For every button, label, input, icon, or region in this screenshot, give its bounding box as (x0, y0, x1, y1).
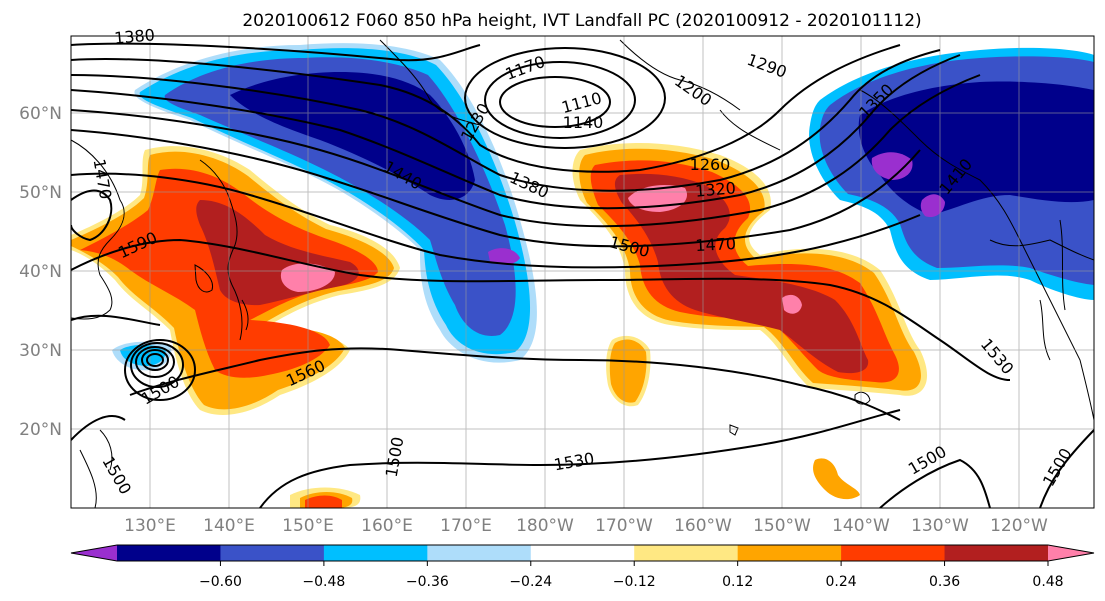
colorbar-cell (530, 545, 635, 561)
lon-label-120w: 120°W (990, 516, 1048, 536)
colorbar-cell (841, 545, 946, 561)
lon-label-170w: 170°W (595, 516, 653, 536)
colorbar-cell (117, 545, 221, 561)
colorbar-tick-label: 0.48 (1032, 574, 1063, 590)
lon-label-150w: 150°W (753, 516, 811, 536)
lat-label-50n: 50°N (19, 183, 62, 203)
lon-label-170e: 170°E (440, 516, 492, 536)
colorbar-tick-label: −0.24 (509, 574, 552, 590)
height-contours (71, 42, 1094, 508)
lon-label-140e: 140°E (203, 516, 255, 536)
latitude-labels: 60°N 50°N 40°N 30°N 20°N (19, 104, 62, 440)
colorbar-cell (323, 545, 428, 561)
colorbar-cells (117, 545, 1049, 561)
lat-label-60n: 60°N (19, 104, 62, 124)
colorbar-tick-label: −0.36 (406, 574, 449, 590)
contour-label: 1140 (563, 113, 604, 132)
figure-title: 2020100612 F060 850 hPa height, IVT Land… (242, 11, 921, 31)
colorbar-tick-label: 0.24 (826, 574, 857, 590)
map-frame (70, 35, 1095, 509)
colorbar-outline (70, 544, 1095, 562)
contour-label: 1260 (690, 155, 731, 174)
lon-label-160w: 160°W (674, 516, 732, 536)
longitude-labels: 130°E 140°E 150°E 160°E 170°E 180°W 170°… (124, 516, 1048, 536)
map-area (71, 36, 1094, 508)
colorbar-extend-low (71, 545, 117, 561)
lon-label-130w: 130°W (911, 516, 969, 536)
lat-label-20n: 20°N (19, 420, 62, 440)
contour-label: 1470 (695, 234, 737, 255)
colorbar-tick-label: −0.60 (199, 574, 242, 590)
coastlines (71, 39, 1094, 508)
colorbar-tick-label: 0.36 (929, 574, 960, 590)
lon-label-140w: 140°W (832, 516, 890, 536)
negative-anomaly-shading (112, 43, 1094, 371)
gridlines (71, 36, 1094, 508)
colorbar-ticks: −0.60 −0.48 −0.36 −0.24 −0.12 0.12 0.24 0.36 0.4… (199, 561, 1064, 590)
colorbar-tick-label: −0.48 (302, 574, 345, 590)
colorbar-tick-label: −0.12 (613, 574, 656, 590)
colorbar-cell (944, 545, 1049, 561)
lon-label-150e: 150°E (282, 516, 334, 536)
contour-label: 1380 (113, 25, 155, 47)
colorbar-extend-high (1048, 545, 1094, 561)
colorbar-cell (634, 545, 739, 561)
colorbar-cell (220, 545, 325, 561)
colorbar-cell (427, 545, 532, 561)
colorbar-cell (737, 545, 842, 561)
colorbar-tick-label: 0.12 (722, 574, 753, 590)
contour-label: 1320 (694, 178, 736, 200)
colorbar: −0.60 −0.48 −0.36 −0.24 −0.12 0.12 0.24 0.36 0.4… (70, 544, 1095, 590)
lon-label-160e: 160°E (361, 516, 413, 536)
lat-label-40n: 40°N (19, 262, 62, 282)
lon-label-180w: 180°W (516, 516, 574, 536)
lat-label-30n: 30°N (19, 341, 62, 361)
lon-label-130e: 130°E (124, 516, 176, 536)
